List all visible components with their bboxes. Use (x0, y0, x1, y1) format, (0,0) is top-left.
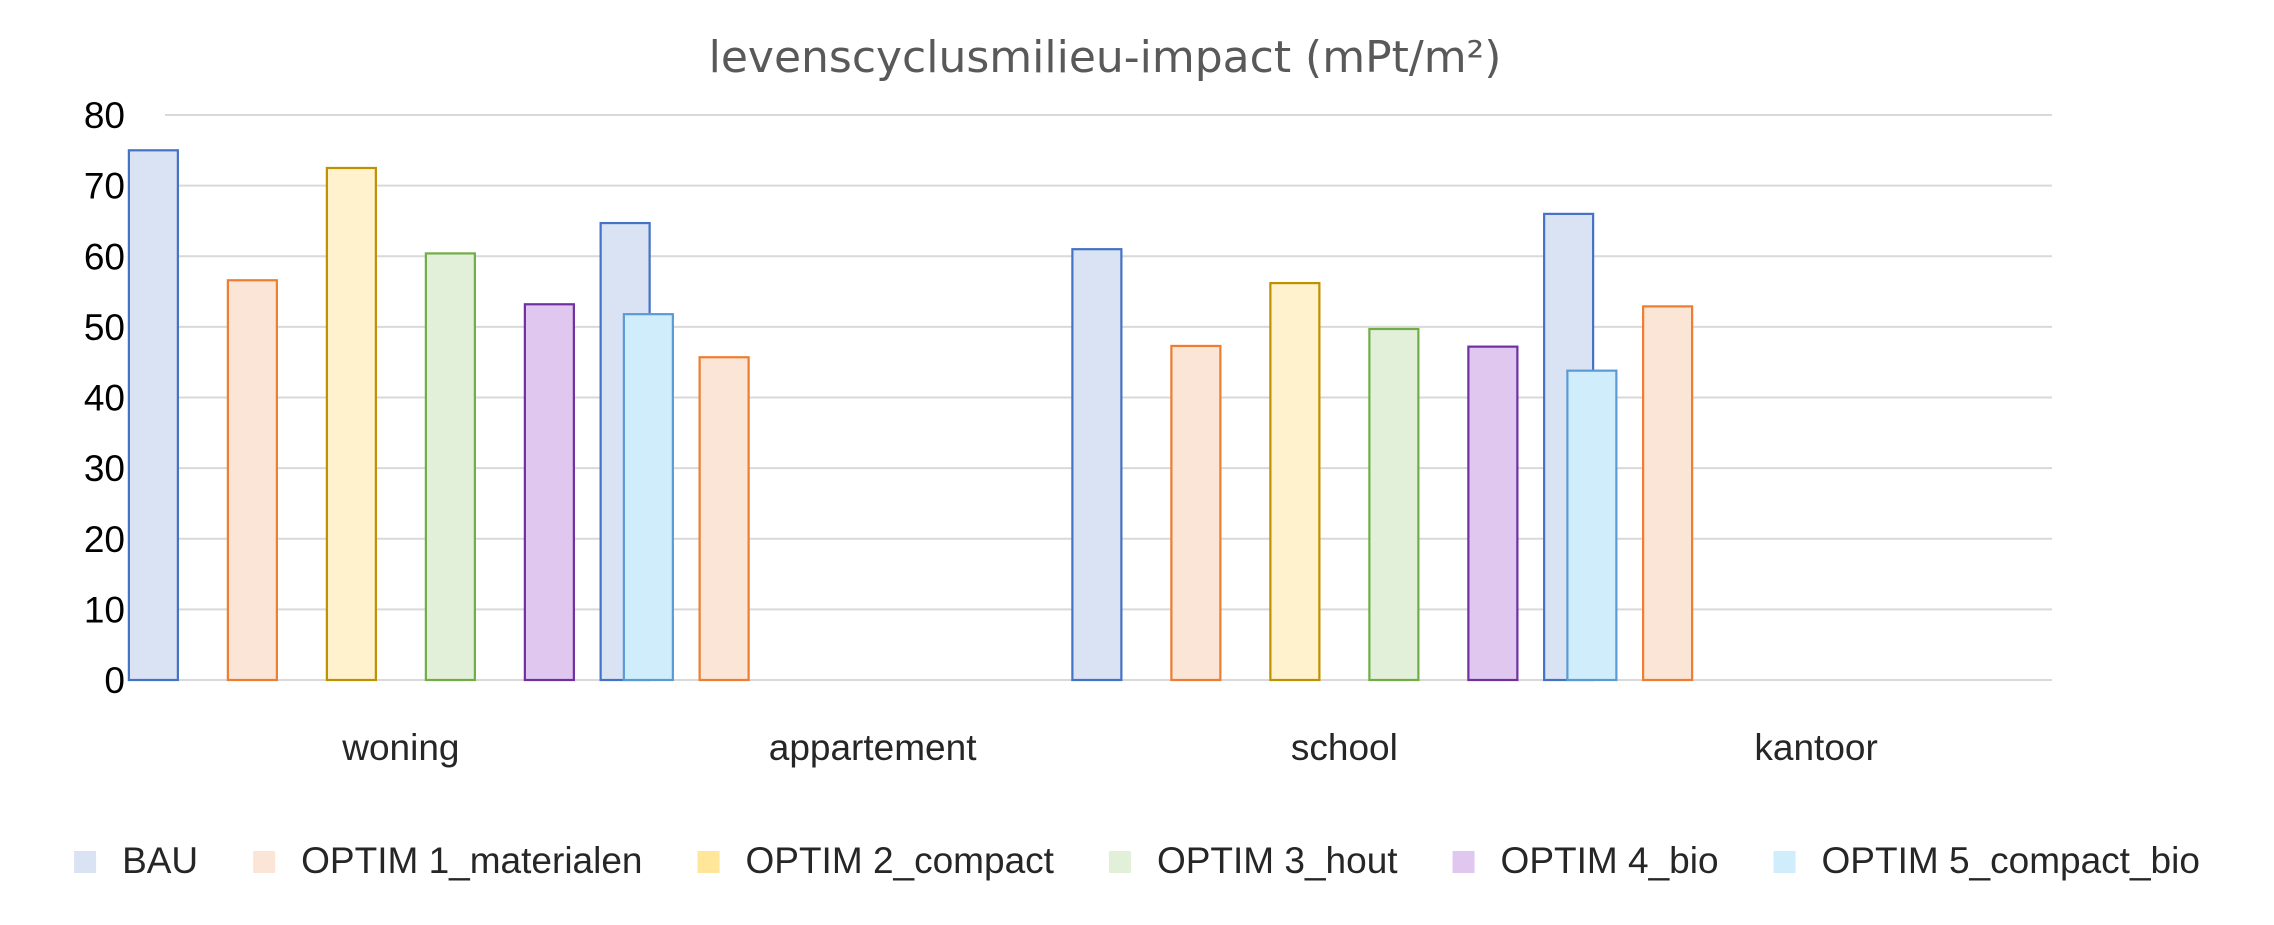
legend-label: OPTIM 5_compact_bio (1822, 840, 2200, 881)
legend-item: OPTIM 2_compact (697, 840, 1055, 881)
legend-item: OPTIM 5_compact_bio (1773, 840, 2200, 881)
y-tick-label: 80 (84, 95, 125, 136)
y-tick-label: 30 (84, 448, 125, 489)
legend-swatch (253, 851, 276, 873)
legend: BAU OPTIM 1_materialen OPTIM 2_compact OPTI… (74, 840, 2200, 881)
bar (325, 166, 377, 682)
bar (127, 149, 179, 682)
y-tick-label: 20 (84, 519, 125, 560)
chart-title: levenscyclusmilieu-impact (mPt/m²) (709, 32, 1502, 83)
x-tick-label: school (1291, 727, 1398, 768)
x-axis-labels: woning appartement school kantoor (341, 727, 1878, 768)
bar (523, 303, 575, 682)
bar (1071, 248, 1123, 682)
bars (127, 149, 1694, 682)
y-tick-label: 40 (84, 378, 125, 419)
bar (424, 252, 476, 682)
x-tick-label: woning (341, 727, 459, 768)
bar (1467, 345, 1519, 682)
legend-swatch (74, 851, 97, 873)
y-axis-ticks: 0 10 20 30 40 50 60 70 80 (84, 95, 125, 701)
bar (622, 313, 674, 682)
bar (1269, 281, 1321, 682)
legend-label: OPTIM 4_bio (1501, 840, 1719, 881)
legend-item: OPTIM 3_hout (1108, 840, 1398, 881)
legend-label: OPTIM 2_compact (746, 840, 1055, 881)
legend-label: BAU (122, 840, 198, 881)
bar (1368, 327, 1420, 682)
legend-label: OPTIM 1_materialen (301, 840, 642, 881)
bar (698, 356, 750, 682)
y-tick-label: 10 (84, 589, 125, 630)
legend-swatch (1773, 851, 1796, 873)
legend-swatch (1452, 851, 1475, 873)
x-tick-label: appartement (769, 727, 977, 768)
x-tick-label: kantoor (1754, 727, 1877, 768)
y-tick-label: 0 (104, 660, 125, 701)
legend-item: OPTIM 4_bio (1452, 840, 1719, 881)
legend-swatch (1108, 851, 1131, 873)
bar (1642, 305, 1694, 682)
bar (226, 279, 278, 682)
y-tick-label: 60 (84, 236, 125, 277)
bar (1170, 344, 1222, 682)
legend-item: BAU (74, 840, 198, 881)
y-tick-label: 50 (84, 307, 125, 348)
legend-item: OPTIM 1_materialen (253, 840, 643, 881)
bar (1566, 369, 1618, 682)
legend-label: OPTIM 3_hout (1157, 840, 1398, 881)
legend-swatch (697, 851, 720, 873)
y-tick-label: 70 (84, 166, 125, 207)
